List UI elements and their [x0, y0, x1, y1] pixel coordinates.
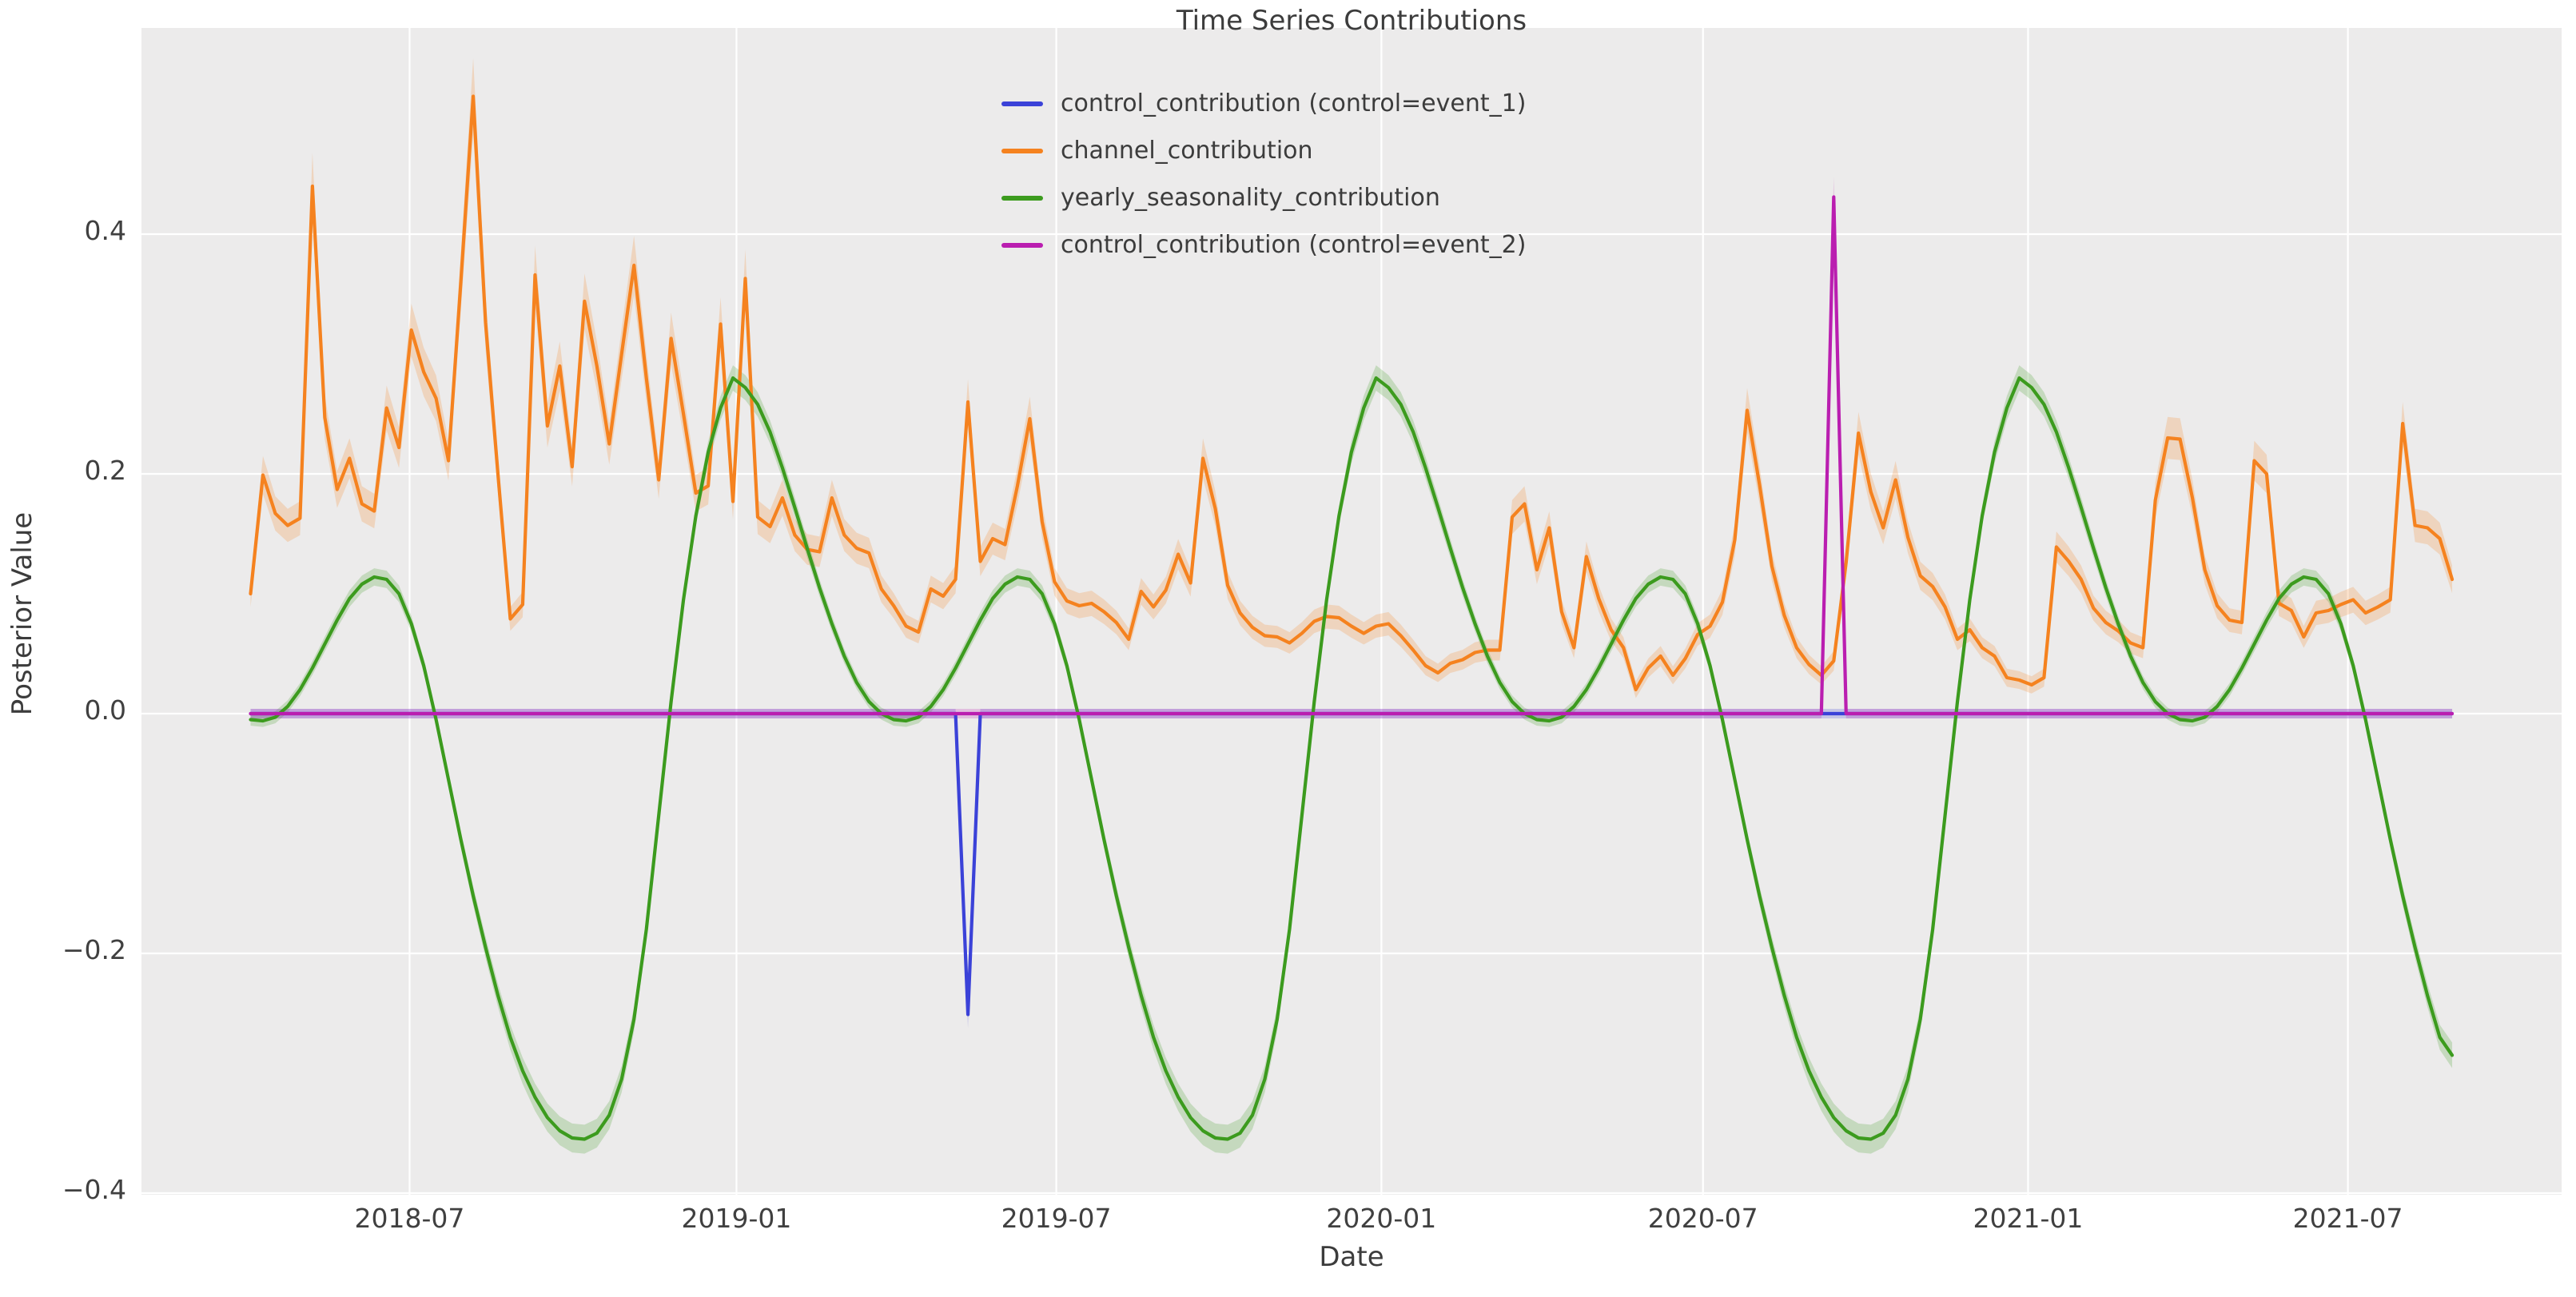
legend-label: channel_contribution [1061, 137, 1313, 165]
series-line-control-contribution-control-event-1- [249, 711, 2455, 1017]
chart-title: Time Series Contributions [1176, 5, 1527, 37]
plot-area [141, 28, 2562, 1195]
y-tick-label: 0.0 [84, 694, 126, 726]
x-tick-label: 2019-07 [1001, 1203, 1112, 1234]
x-tick-label: 2019-01 [681, 1203, 792, 1234]
ci-band [250, 709, 2453, 1028]
legend-item-channel: channel_contribution [1001, 127, 1526, 174]
y-tick-label: −0.2 [62, 934, 126, 965]
x-tick-label: 2020-07 [1647, 1203, 1758, 1234]
legend-label: control_contribution (control=event_1) [1061, 90, 1527, 117]
legend: control_contribution (control=event_1) c… [1001, 80, 1526, 269]
ci-band [250, 365, 2453, 1154]
legend-label: yearly_seasonality_contribution [1061, 184, 1440, 212]
x-tick-label: 2021-01 [1973, 1203, 2084, 1234]
series-line-yearly-seasonality-contribution [249, 376, 2455, 1141]
legend-item-event1: control_contribution (control=event_1) [1001, 80, 1526, 127]
y-tick-label: 0.4 [84, 215, 126, 246]
x-tick-label: 2021-07 [2292, 1203, 2403, 1234]
series-line-control-contribution-control-event-2- [249, 195, 2455, 716]
legend-swatch-orange-icon [1001, 148, 1043, 153]
legend-item-event2: control_contribution (control=event_2) [1001, 221, 1526, 269]
legend-item-seasonality: yearly_seasonality_contribution [1001, 174, 1526, 221]
x-tick-label: 2018-07 [354, 1203, 465, 1234]
y-tick-label: −0.4 [62, 1174, 126, 1205]
legend-swatch-green-icon [1001, 195, 1043, 201]
legend-swatch-magenta-icon [1001, 242, 1043, 248]
legend-label: control_contribution (control=event_2) [1061, 231, 1527, 259]
y-tick-label: 0.2 [84, 455, 126, 486]
x-axis-label: Date [1319, 1241, 1384, 1273]
y-axis-label: Posterior Value [6, 511, 38, 716]
x-tick-label: 2020-01 [1326, 1203, 1437, 1234]
ci-band [250, 58, 2453, 698]
series-line-channel-contribution [249, 94, 2455, 692]
legend-swatch-blue-icon [1001, 101, 1043, 106]
